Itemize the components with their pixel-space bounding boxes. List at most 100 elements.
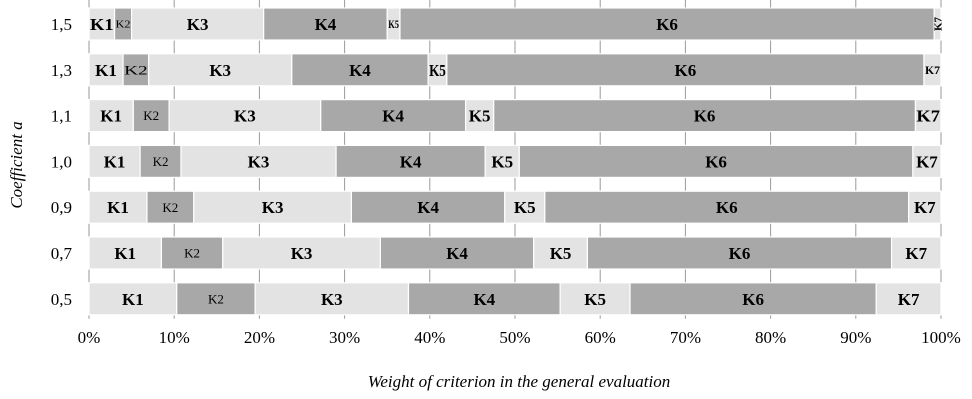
bar-segment-k6 xyxy=(446,53,925,87)
segment-label: K4 xyxy=(382,107,404,126)
x-tick-label: 30% xyxy=(329,328,360,347)
bar-segment-k3 xyxy=(148,53,293,87)
segment-label: K7 xyxy=(898,290,920,309)
bar-segment-k4 xyxy=(335,144,486,178)
axis-layer: 0% 10% 20% 30% 40% 50% 60% 70% 80% 90% 100% 1,5 1,3 1… xyxy=(51,15,961,347)
x-tick-label: 50% xyxy=(499,328,530,347)
segment-label: K1 xyxy=(104,152,126,171)
bar-segment-k7 xyxy=(933,7,942,41)
segment-label: K3 xyxy=(262,198,284,217)
segment-label: K1 xyxy=(90,15,114,34)
segment-label: K5 xyxy=(584,290,606,309)
segment-label: K7 xyxy=(914,198,936,217)
segment-label: K3 xyxy=(248,152,270,171)
segment-label: K7 xyxy=(916,107,940,126)
bar-segment-k1 xyxy=(88,98,134,133)
segment-label: K3 xyxy=(234,107,256,126)
segment-label: K6 xyxy=(716,198,738,217)
bar-segment-k7 xyxy=(914,98,942,133)
bar-segment-k2 xyxy=(176,282,256,316)
y-tick-label: 0,7 xyxy=(51,244,73,263)
segment-label: K1 xyxy=(107,198,129,217)
y-tick-label: 0,9 xyxy=(51,198,72,217)
segment-label: K5 xyxy=(469,107,491,126)
segment-label: K2 xyxy=(184,246,200,261)
segment-label: K3 xyxy=(187,15,209,34)
segment-label: K1 xyxy=(114,244,136,263)
bar-segment-k5 xyxy=(464,98,495,133)
y-axis-title: Coefficient a xyxy=(7,121,26,208)
segment-label: K4 xyxy=(446,244,468,263)
segment-label: K4 xyxy=(400,152,422,171)
bar-segment-k2 xyxy=(160,236,224,270)
bar-segment-k1 xyxy=(88,53,124,87)
bar-segment-k1 xyxy=(88,282,178,316)
x-tick-label: 90% xyxy=(840,328,871,347)
y-tick-label: 1,1 xyxy=(51,107,72,126)
x-tick-label: 0% xyxy=(78,328,101,347)
segment-label: K1 xyxy=(100,107,122,126)
bar-segment-k5 xyxy=(484,144,520,178)
segment-label: K3 xyxy=(291,244,313,263)
x-tick-label: 60% xyxy=(585,328,616,347)
x-tick-label: 80% xyxy=(755,328,786,347)
bar-segment-k2 xyxy=(132,98,170,133)
y-tick-label: 1,3 xyxy=(51,61,72,80)
segment-label: K7 xyxy=(905,244,927,263)
segment-label: K4 xyxy=(417,198,439,217)
segment-label: K3 xyxy=(209,61,231,80)
segment-label: K1 xyxy=(122,290,144,309)
y-tick-label: 1,0 xyxy=(51,152,72,171)
segment-label: K1 xyxy=(95,61,117,80)
bar-segment-k4 xyxy=(291,53,429,87)
bar-segment-k7 xyxy=(923,53,942,87)
bar-segment-k4 xyxy=(263,7,388,41)
bar-segment-k7 xyxy=(890,236,942,270)
bar-segment-k2 xyxy=(122,53,150,87)
bar-segment-k2 xyxy=(139,144,182,178)
segment-label: K2 xyxy=(124,62,148,77)
segment-label: K5 xyxy=(388,17,399,31)
segment-label: K7 xyxy=(925,63,940,77)
x-tick-label: 20% xyxy=(244,328,275,347)
segment-label: K5 xyxy=(514,198,536,217)
bar-segment-k7 xyxy=(908,190,942,224)
bar-segment-k3 xyxy=(193,190,353,224)
bar-segment-k4 xyxy=(379,236,535,270)
bar-segment-k4 xyxy=(407,282,561,316)
x-tick-label: 10% xyxy=(159,328,190,347)
segment-label: K6 xyxy=(675,61,697,80)
segment-label: K2 xyxy=(162,200,178,215)
segment-label: K5 xyxy=(429,61,446,80)
segment-label: K7 xyxy=(916,152,938,171)
bar-segment-k6 xyxy=(629,282,877,316)
bar-segment-k1 xyxy=(88,7,116,41)
y-tick-label: 1,5 xyxy=(51,15,72,34)
segment-label: K2 xyxy=(153,154,169,169)
bar-segment-k1 xyxy=(88,190,148,224)
segment-label: K4 xyxy=(315,15,337,34)
bar-segment-k1 xyxy=(88,144,141,178)
segment-label: K6 xyxy=(694,107,716,126)
segment-label: K2 xyxy=(116,20,131,31)
segment-label: K6 xyxy=(705,152,727,171)
x-axis-title: Weight of criterion in the general evalu… xyxy=(368,372,671,391)
segment-label: K6 xyxy=(729,244,751,263)
bar-segment-k5 xyxy=(504,190,546,224)
segment-label: K2 xyxy=(208,291,224,306)
bar-segment-k7 xyxy=(912,144,942,178)
segment-label: K4 xyxy=(473,290,495,309)
segment-label: K7 xyxy=(933,16,945,31)
y-tick-label: 0,5 xyxy=(51,290,72,309)
segment-label: K3 xyxy=(321,290,343,309)
segment-label: K4 xyxy=(349,61,371,80)
bar-segment-k3 xyxy=(254,282,410,316)
segment-label: K6 xyxy=(656,15,678,34)
bar-segment-k3 xyxy=(168,98,322,133)
segment-label: K5 xyxy=(550,244,572,263)
bar-segment-k6 xyxy=(586,236,893,270)
bar-segment-k7 xyxy=(875,282,942,316)
